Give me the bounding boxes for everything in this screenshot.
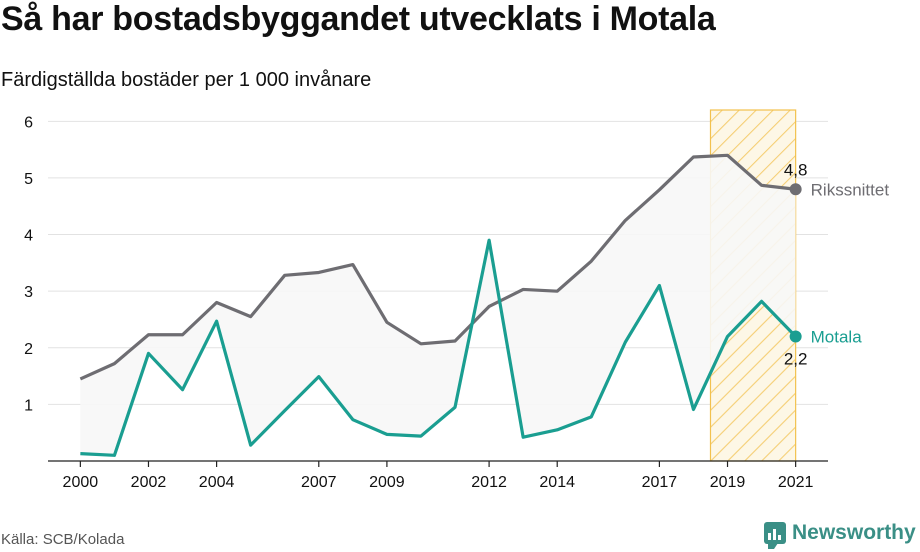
- y-tick-label-3: 3: [24, 284, 33, 301]
- x-tick-label-2014: 2014: [539, 474, 575, 491]
- y-tick-label-6: 6: [24, 114, 33, 131]
- newsworthy-logo: Newsworthy: [764, 521, 916, 549]
- x-tick-label-2017: 2017: [642, 474, 678, 491]
- y-tick-label-1: 1: [24, 397, 33, 414]
- y-tick-label-5: 5: [24, 171, 33, 188]
- series-end-point-motala: [789, 330, 802, 343]
- series-name-rikssnittet: Rikssnittet: [811, 180, 890, 199]
- range-band: [80, 155, 796, 456]
- x-tick-label-2021: 2021: [778, 474, 814, 491]
- chart-subtitle: Färdigställda bostäder per 1 000 invånar…: [1, 69, 372, 91]
- y-tick-label-2: 2: [24, 341, 33, 358]
- x-tick-label-2007: 2007: [301, 474, 337, 491]
- brand-name: Newsworthy: [792, 521, 916, 544]
- series-end-value-motala: 2,2: [784, 349, 808, 368]
- x-tick-label-2012: 2012: [471, 474, 507, 491]
- chart-bubble-icon: [764, 522, 786, 549]
- x-tick-label-2004: 2004: [199, 474, 235, 491]
- x-tick-label-2002: 2002: [131, 474, 167, 491]
- series-line-motala: [80, 238, 797, 457]
- series-end-value-rikssnittet: 4,8: [784, 160, 808, 179]
- series-name-motala: Motala: [811, 327, 863, 346]
- series-line-rikssnittet: [79, 153, 796, 381]
- x-tick-label-2019: 2019: [710, 474, 746, 491]
- x-tick-label-2009: 2009: [369, 474, 405, 491]
- chart-title: Så har bostadsbyggandet utvecklats i Mot…: [1, 0, 716, 38]
- source-note: Källa: SCB/Kolada: [1, 531, 125, 548]
- x-tick-label-2000: 2000: [63, 474, 99, 491]
- series-end-point-rikssnittet: [789, 183, 802, 196]
- y-tick-label-4: 4: [24, 228, 33, 245]
